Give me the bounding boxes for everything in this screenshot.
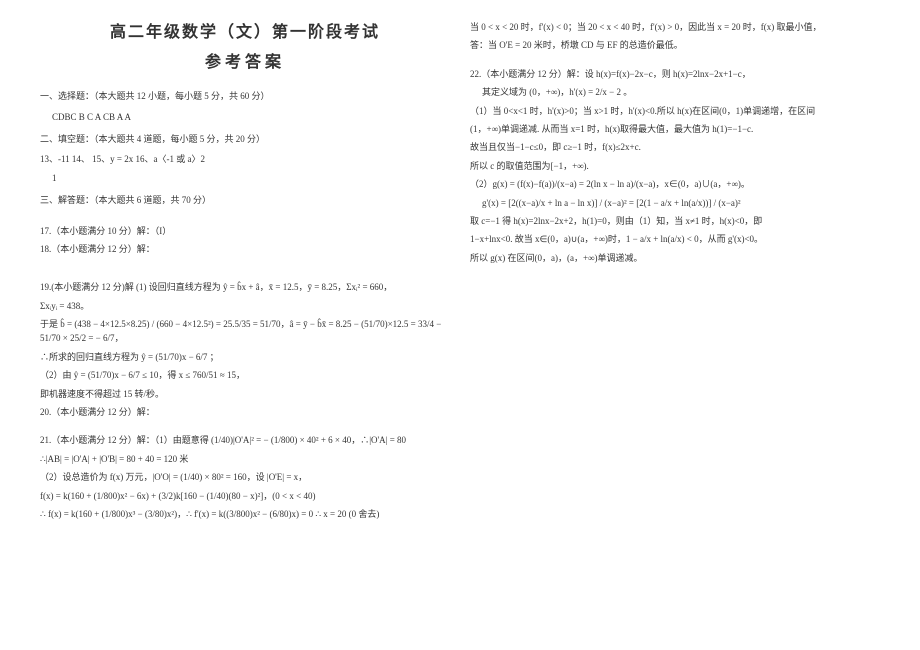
q20: 20.（本小题满分 12 分）解： <box>40 405 450 419</box>
q21-fx: f(x) = k(160 + (1/800)x² − 6x) + (3/2)k[… <box>40 489 450 503</box>
right-column: 当 0 < x < 20 时，f'(x) < 0；当 20 < x < 40 时… <box>460 20 890 630</box>
section-3-header: 三、解答题：（本大题共 6 道题，共 70 分） <box>40 193 450 207</box>
q19-p2b: 即机器速度不得超过 15 转/秒。 <box>40 387 450 401</box>
q19-header: 19.(本小题满分 12 分)解 (1) 设回归直线方程为 ŷ = b̂x + … <box>40 280 450 294</box>
q17: 17.（本小题满分 10 分）解：（I） <box>40 224 450 238</box>
q22-p1: （1）当 0<x<1 时，h'(x)>0；当 x>1 时，h'(x)<0.所以 … <box>470 104 880 118</box>
exam-subtitle: 参考答案 <box>40 50 450 76</box>
q22-p2b: 取 c=−1 得 h(x)=2lnx−2x+2，h(1)=0，则由（1）知，当 … <box>470 214 880 228</box>
q22-p2: （2）g(x) = (f(x)−f(a))/(x−a) = 2(ln x − l… <box>470 177 880 191</box>
q22-p1c: 故当且仅当−1−c≤0，即 c≥−1 时，f(x)≤2x+c. <box>470 140 880 154</box>
q22-gprime: g'(x) = [2((x−a)/x + ln a − ln x)] / (x−… <box>482 196 880 210</box>
section-1-answers: CDBC B C A CB A A <box>52 110 450 124</box>
section-2-line: 13、-11 14、 15、y = 2x 16、a〈-1 或 a〉2 <box>40 152 450 166</box>
q19-b: 于是 b̂ = (438 − 4×12.5×8.25) / (660 − 4×1… <box>40 317 450 346</box>
q22-p2c: 1−x+lnx<0. 故当 x∈(0，a)∪(a，+∞)时，1 − a/x + … <box>470 232 880 246</box>
q18: 18.（本小题满分 12 分）解： <box>40 242 450 256</box>
q21-ab: ∴|AB| = |O'A| + |O'B| = 80 + 40 = 120 米 <box>40 452 450 466</box>
q22-header: 22.（本小题满分 12 分）解：设 h(x)=f(x)−2x−c，则 h(x)… <box>470 67 880 81</box>
section-2-header: 二、填空题：（本大题共 4 道题，每小题 5 分，共 20 分） <box>40 132 450 146</box>
q19-eq: ∴所求的回归直线方程为 ŷ = (51/70)x − 6/7 ； <box>40 350 450 364</box>
q22-p2d: 所以 g(x) 在区间(0，a)，(a，+∞)单调递减。 <box>470 251 880 265</box>
section-1-header: 一、选择题：（本大题共 12 小题，每小题 5 分，共 60 分） <box>40 89 450 103</box>
q21-p2: （2）设总造价为 f(x) 万元，|O'O| = (1/40) × 80² = … <box>40 470 450 484</box>
left-column: 高二年级数学（文）第一阶段考试 参考答案 一、选择题：（本大题共 12 小题，每… <box>30 20 460 630</box>
q22-p1d: 所以 c 的取值范围为[−1，+∞). <box>470 159 880 173</box>
q21-deriv: ∴ f(x) = k(160 + (1/800)x³ − (3/80)x²)，∴… <box>40 507 450 521</box>
r1: 当 0 < x < 20 时，f'(x) < 0；当 20 < x < 40 时… <box>470 20 880 34</box>
section-2-sub: 1 <box>52 171 450 185</box>
r2: 答：当 O'E = 20 米时，桥墩 CD 与 EF 的总造价最低。 <box>470 38 880 52</box>
q19-p2a: （2）由 ŷ = (51/70)x − 6/7 ≤ 10，得 x ≤ 760/5… <box>40 368 450 382</box>
q19-sum: Σxᵢyᵢ = 438。 <box>40 299 450 313</box>
q22-p1b: (1，+∞)单调递减. 从而当 x=1 时，h(x)取得最大值，最大值为 h(1… <box>470 122 880 136</box>
exam-title: 高二年级数学（文）第一阶段考试 <box>40 20 450 46</box>
q21-header: 21.（本小题满分 12 分）解：（1）由题意得 (1/40)|O'A|² = … <box>40 433 450 447</box>
q22-domain: 其定义域为 (0，+∞)，h'(x) = 2/x − 2 。 <box>482 85 880 99</box>
